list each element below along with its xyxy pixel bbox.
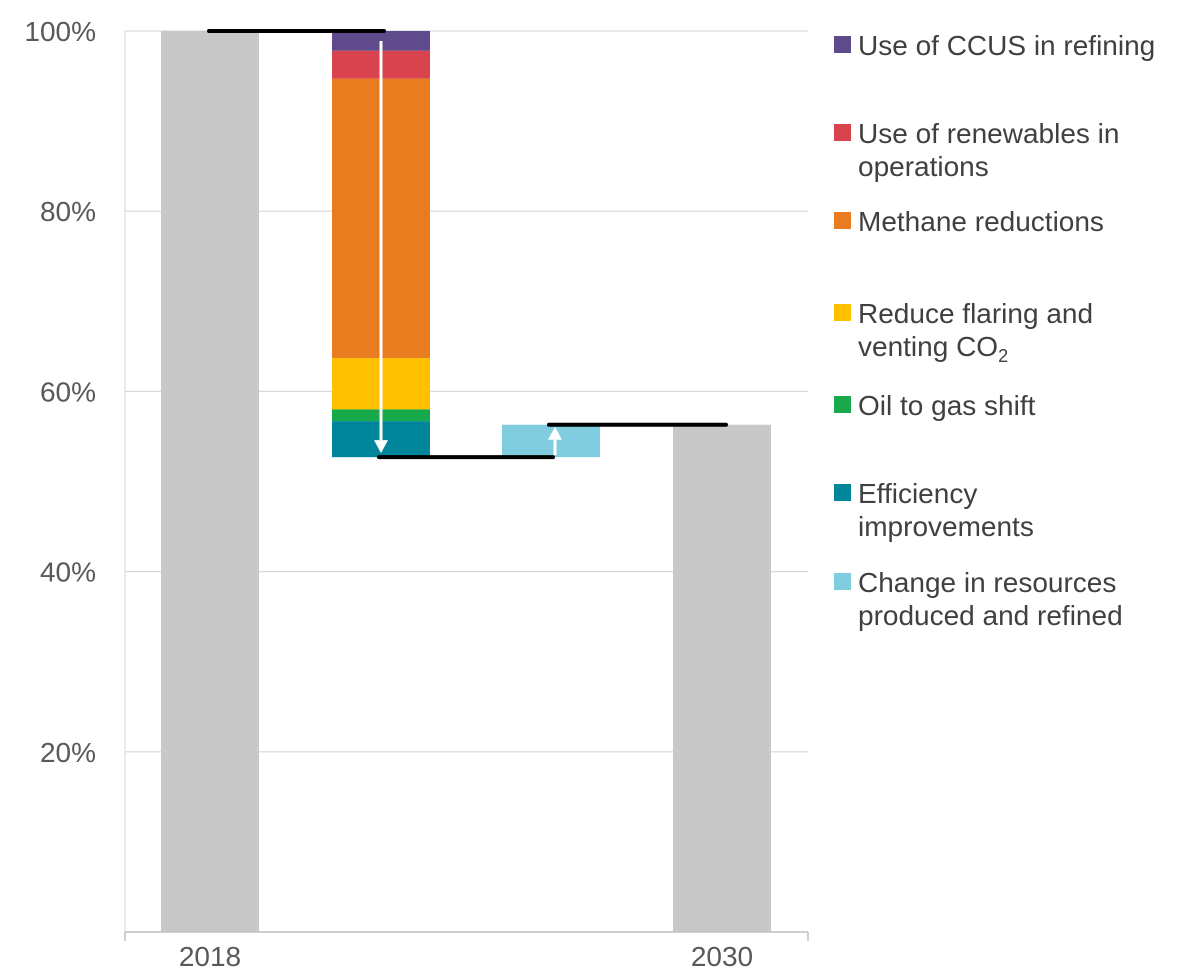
bars	[161, 31, 771, 932]
legend-label: operations	[858, 151, 989, 182]
y-tick-label: 80%	[40, 196, 96, 227]
legend-swatch	[834, 396, 851, 413]
legend-item: Oil to gas shift	[834, 390, 1036, 421]
legend-label: Use of renewables in	[858, 118, 1119, 149]
total-bar-2018	[161, 31, 259, 932]
x-tick-label: 2018	[179, 941, 241, 972]
legend-label: Change in resources	[858, 567, 1116, 598]
legend-label: venting CO2	[858, 331, 1008, 366]
legend-swatch	[834, 36, 851, 53]
legend-swatch	[834, 573, 851, 590]
legend-swatch	[834, 212, 851, 229]
legend-item: Use of CCUS in refining	[834, 30, 1155, 61]
legend-swatch	[834, 484, 851, 501]
legend-swatch	[834, 124, 851, 141]
legend-swatch	[834, 304, 851, 321]
legend-label: produced and refined	[858, 600, 1123, 631]
legend-label: Methane reductions	[858, 206, 1104, 237]
legend-label: Reduce flaring and	[858, 298, 1093, 329]
connector-lines	[209, 31, 726, 457]
y-tick-label: 100%	[24, 16, 96, 47]
x-tick-label: 2030	[691, 941, 753, 972]
legend-label: Oil to gas shift	[858, 390, 1036, 421]
legend: Use of CCUS in refining Use of renewables…	[834, 30, 1155, 631]
legend-label: improvements	[858, 511, 1034, 542]
legend-label: Use of CCUS in refining	[858, 30, 1155, 61]
total-bar-2030	[673, 425, 771, 932]
y-tick-label: 40%	[40, 557, 96, 588]
legend-item: Methane reductions	[834, 206, 1104, 237]
increase-segment-change-in-resources-produced-and-refined	[502, 425, 600, 457]
legend-label: Efficiency	[858, 478, 977, 509]
y-tick-label: 60%	[40, 376, 96, 407]
y-tick-label: 20%	[40, 737, 96, 768]
